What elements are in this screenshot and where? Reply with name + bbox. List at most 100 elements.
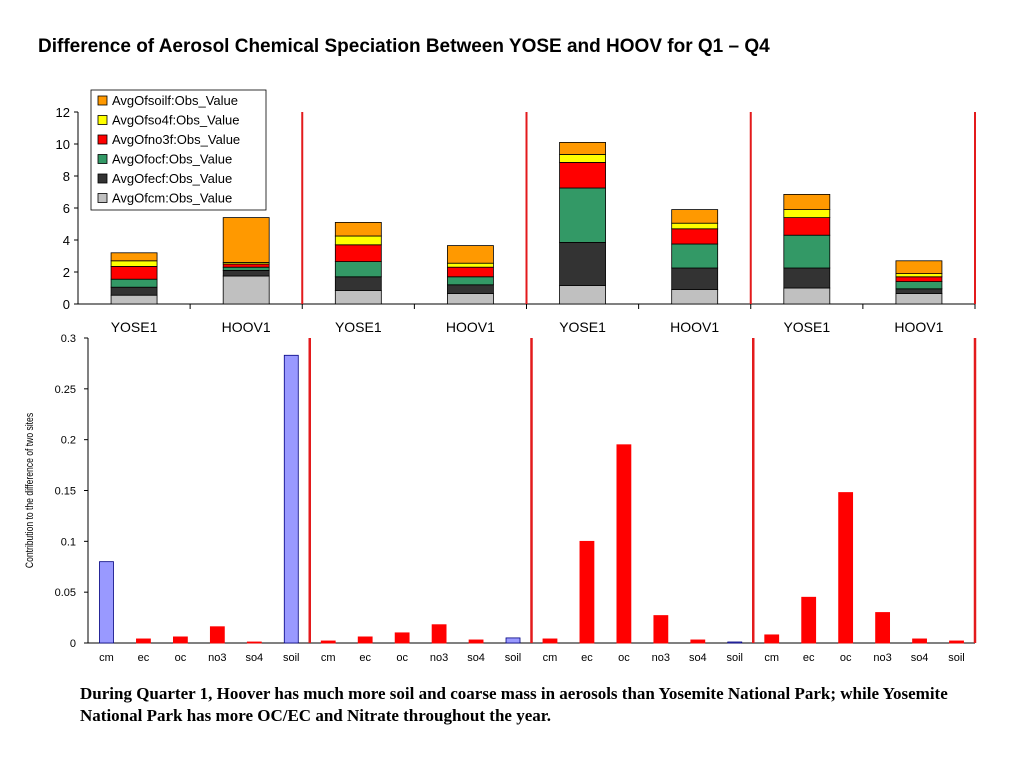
x-tick-label: cm (543, 652, 558, 664)
x-tick-label: oc (840, 652, 852, 664)
bar-segment-cm (334, 289, 382, 305)
stacked-bar-chart: 0 2 4 6 8 10 12 YOSE1 HOOV1 YOSE1 HOOV1 YOSE1 HOOV1 Y… (56, 89, 976, 335)
bar-segment-so4 (559, 153, 606, 163)
bar-segment-soil (559, 141, 606, 155)
bar-ec (801, 596, 817, 644)
x-tick-label: so4 (911, 652, 929, 664)
bar-segment-no3 (110, 265, 158, 280)
y-tick-label: 6 (63, 201, 70, 216)
bar-segment-ecf (447, 284, 494, 294)
x-tick-label: oc (396, 652, 408, 664)
bar-oc (838, 492, 854, 644)
y-tick-label: 8 (63, 169, 70, 184)
x-tick-label: ec (803, 652, 815, 664)
x-tick-label: so4 (245, 652, 263, 664)
x-tick-label: YOSE1 (559, 319, 606, 335)
x-tick-label: soil (727, 652, 744, 664)
legend-swatch-so4 (97, 115, 108, 125)
bar-segment-no3 (783, 217, 831, 236)
bar-segment-soil (671, 209, 719, 224)
legend-box (90, 89, 267, 211)
legend-label-ecf: AvgOfecf:Obs_Value (112, 171, 232, 186)
bar-segment-so4 (447, 262, 494, 268)
bar-segment-ocf (671, 243, 719, 269)
bar-segment-no3 (671, 228, 719, 245)
bar-segment-no3 (895, 276, 943, 282)
caption-text: During Quarter 1, Hoover has much more s… (80, 684, 948, 725)
bar-soil (283, 354, 299, 644)
bar-segment-soil (222, 217, 270, 263)
bar-cm (764, 634, 780, 644)
bar-ec (579, 540, 595, 644)
y-tick-label: 2 (63, 265, 70, 280)
bar-segment-cm (671, 289, 719, 305)
bar-cm (99, 561, 114, 644)
y-tick-label: 0 (63, 297, 70, 312)
bar-segment-no3 (559, 161, 606, 189)
legend: AvgOfsoilf:Obs_Value AvgOfso4f:Obs_Value A… (90, 89, 267, 211)
x-tick-label: no3 (873, 652, 891, 664)
x-tick-label: HOOV1 (894, 319, 943, 335)
bar-segment-cm (222, 275, 270, 305)
x-tick-label: ec (138, 652, 150, 664)
legend-swatch-cm (97, 193, 108, 203)
y-tick-label: 0.15 (55, 486, 76, 498)
bar-segment-ocf (783, 234, 831, 269)
bar-oc (394, 632, 410, 644)
x-tick-label: cm (764, 652, 779, 664)
x-tick-label: cm (99, 652, 114, 664)
legend-swatch-ocf (97, 154, 108, 164)
y-tick-label: 0.05 (55, 587, 76, 599)
bar-oc (172, 636, 188, 644)
page-title: Difference of Aerosol Chemical Speciatio… (38, 36, 770, 57)
bar-so4 (246, 641, 262, 644)
bar-segment-soil (110, 252, 158, 262)
y-tick-label: 0 (70, 638, 76, 650)
bar-so4 (690, 639, 706, 644)
bar-segment-ecf (671, 267, 719, 291)
legend-label-so4: AvgOfso4f:Obs_Value (112, 113, 239, 128)
bar-segment-ocf (222, 266, 270, 271)
bar-no3 (653, 615, 669, 644)
bar-segment-ecf (783, 267, 831, 289)
bar-segment-so4 (783, 209, 831, 219)
x-tick-label: so4 (467, 652, 485, 664)
x-tick-label: oc (175, 652, 187, 664)
bar-no3 (875, 612, 891, 644)
y-tick-label: 10 (56, 137, 70, 152)
bar-segment-ecf (895, 288, 943, 294)
x-tick-label: ec (359, 652, 371, 664)
bar-segment-soil (895, 260, 943, 274)
y-tick-label: 12 (56, 105, 70, 120)
bar-segment-cm (895, 293, 943, 305)
bar-no3 (209, 626, 225, 644)
bar-segment-so4 (671, 222, 719, 230)
x-tick-label: so4 (689, 652, 707, 664)
x-tick-label: no3 (652, 652, 670, 664)
y-tick-label: 0.1 (61, 536, 76, 548)
bar-segment-no3 (222, 263, 270, 268)
x-tick-label: YOSE1 (335, 319, 382, 335)
bar-segment-ecf (110, 286, 158, 296)
x-tick-label: HOOV1 (222, 319, 271, 335)
x-tick-label: soil (948, 652, 965, 664)
bar-segment-cm (447, 293, 494, 305)
x-tick-label: soil (505, 652, 522, 664)
bar-segment-cm (783, 287, 831, 305)
bar-ec (136, 638, 151, 644)
y-axis-title: Contribution to the difference of two si… (24, 413, 36, 568)
y-tick-label: 0.2 (61, 435, 76, 447)
legend-swatch-soil (97, 95, 108, 106)
legend-label-cm: AvgOfcm:Obs_Value (112, 191, 232, 206)
x-tick-label: HOOV1 (670, 319, 719, 335)
bar-segment-cm (559, 285, 606, 305)
legend-swatch-no3 (97, 134, 108, 145)
bar-segment-cm (110, 294, 158, 305)
bar-segment-ocf (559, 187, 606, 243)
bar-ec (357, 636, 373, 644)
bar-segment-ecf (334, 276, 382, 291)
legend-label-soil: AvgOfsoilf:Obs_Value (112, 93, 238, 108)
bar-segment-so4 (334, 235, 382, 246)
legend-swatch-ecf (97, 173, 108, 184)
bar-segment-ocf (447, 276, 494, 286)
